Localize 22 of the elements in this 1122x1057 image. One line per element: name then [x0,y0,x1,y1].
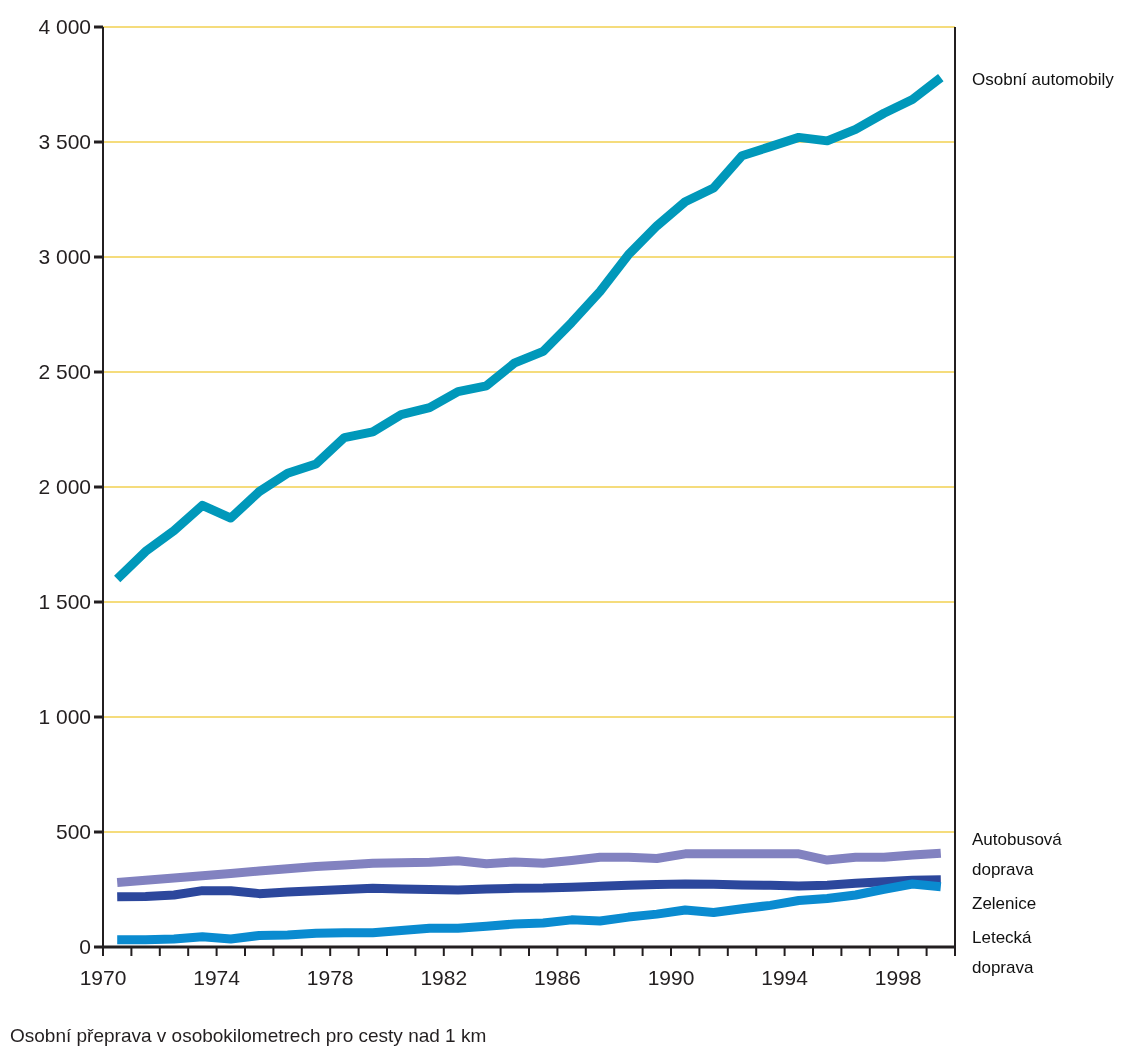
x-tick-label: 1986 [534,966,581,989]
series-label: Osobní automobily [972,69,1115,89]
x-tick-label: 1982 [420,966,468,989]
series-label: Autobusová doprava [972,830,1063,880]
text: Osobní přeprava v osobokilometrech pro cesty nad 1 km [10,1025,487,1046]
y-tick-label: 2 500 [38,360,91,384]
text: Letecká doprava [972,928,1034,978]
y-tick-label: 1 500 [38,590,91,614]
text: Zelenice [972,894,1037,914]
x-tick-label: 1990 [647,966,695,989]
y-tick-label: 4 000 [38,15,91,39]
y-tick-label: 1 000 [38,705,91,729]
y-tick-label: 2 000 [38,475,91,499]
x-tick-label: 1994 [761,966,809,989]
x-tick-label: 1974 [193,966,241,989]
x-tick-label: 1978 [306,966,354,989]
x-tick-label: 1970 [79,966,127,989]
y-tick-label: 3 000 [38,245,91,269]
y-tick-label: 3 500 [38,130,91,154]
y-tick-label: 0 [79,935,91,959]
y-tick-label: 500 [55,820,91,844]
x-tick-label: 1998 [874,966,922,989]
